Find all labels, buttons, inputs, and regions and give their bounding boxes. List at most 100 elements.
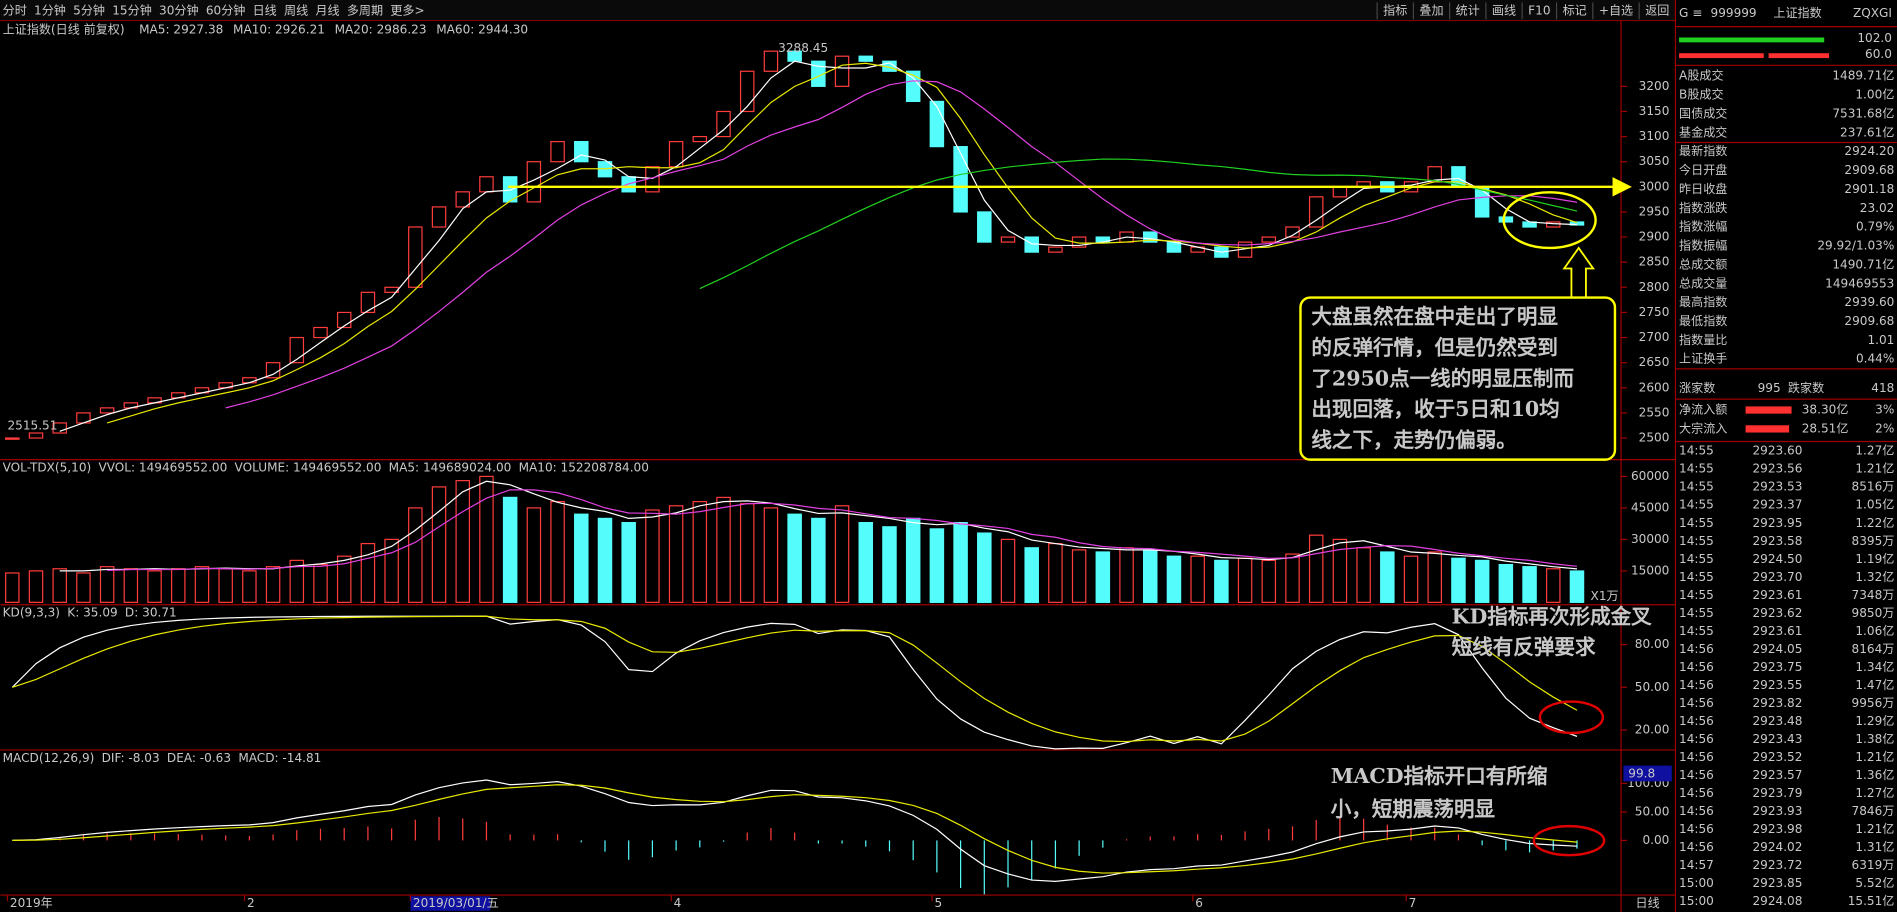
dif-line <box>12 779 1578 883</box>
indicator-info: DIF: -8.03 <box>102 751 160 765</box>
stat-label: 最高指数 <box>1679 294 1727 309</box>
candle <box>455 191 471 208</box>
trade-time: 14:55 <box>1679 444 1714 458</box>
trade-time: 14:56 <box>1679 840 1714 854</box>
period-tab[interactable]: 更多> <box>390 3 424 17</box>
volume-bar <box>52 568 67 603</box>
volume-bar <box>5 572 20 603</box>
period-tab[interactable]: 月线 <box>315 3 339 17</box>
volume-bar <box>1142 549 1158 603</box>
volume-bar <box>28 570 44 603</box>
candle <box>977 211 992 243</box>
toolbar-button[interactable]: +自选 <box>1599 3 1633 17</box>
stat-value: 149469553 <box>1825 276 1894 290</box>
toolbar-button[interactable]: F10 <box>1528 3 1550 17</box>
period-tab[interactable]: 分时 <box>3 3 27 17</box>
trade-price: 2924.05 <box>1752 642 1802 656</box>
indicator-info: VOL-TDX(5,10) <box>3 461 92 475</box>
label: 净流入额 <box>1679 403 1727 417</box>
volume-bar <box>597 517 613 603</box>
period-tab[interactable]: 日线 <box>253 3 277 17</box>
volume-bar <box>313 563 328 603</box>
volume-bar <box>171 568 186 603</box>
ma-line <box>699 158 1578 290</box>
label: 418 <box>1871 381 1894 395</box>
ma-line <box>59 60 1578 432</box>
period-tab[interactable]: 15分钟 <box>112 2 152 17</box>
annotation-text: 了2950点一线的明显压制而 <box>1311 366 1574 390</box>
period-tab[interactable]: 5分钟 <box>73 2 105 17</box>
trade-time: 14:55 <box>1679 534 1714 548</box>
low-label: 2515.51 <box>7 418 57 432</box>
period-tab[interactable]: 周线 <box>284 3 308 17</box>
volume-bar <box>1308 534 1324 603</box>
volume-bar <box>431 486 447 603</box>
ma-label: MA20: 2986.23 <box>335 23 427 37</box>
volume-bar <box>360 542 376 603</box>
volume-bar <box>76 572 91 603</box>
trade-price: 2924.08 <box>1752 894 1802 908</box>
annotation-text: 的反弹行情，但是仍然受到 <box>1311 335 1558 359</box>
period-tab[interactable]: 30分钟 <box>159 2 199 17</box>
volume-bar <box>977 532 992 603</box>
stat-label: 昨日收盘 <box>1679 181 1727 196</box>
trade-time: 14:56 <box>1679 678 1714 692</box>
volume-bar <box>218 568 233 603</box>
toolbar-button[interactable]: 返回 <box>1645 3 1669 17</box>
trade-time: 14:56 <box>1679 786 1714 800</box>
label: 60.0 <box>1865 47 1892 61</box>
volume-bar <box>716 496 731 603</box>
toolbar-button[interactable]: 统计 <box>1456 3 1480 17</box>
stat-value: 1490.71亿 <box>1832 256 1894 271</box>
candle <box>28 432 44 439</box>
candle <box>52 422 67 434</box>
volume-bar <box>1498 563 1514 603</box>
candle <box>739 70 755 113</box>
annotation-text: 短线有反弹要求 <box>1452 635 1596 659</box>
label: 995 <box>1758 381 1781 395</box>
trade-price: 2923.93 <box>1752 804 1802 818</box>
period-tab[interactable]: 1分钟 <box>34 2 66 17</box>
trade-volume: 1.47亿 <box>1855 677 1894 692</box>
volume-ma <box>107 489 1578 572</box>
x-tick-label: 6 <box>1195 896 1203 910</box>
stat-label: A股成交 <box>1679 68 1724 83</box>
candle <box>1285 226 1300 238</box>
candle <box>242 377 257 384</box>
toolbar-button[interactable]: 叠加 <box>1419 3 1443 17</box>
period-tab[interactable]: 60分钟 <box>206 2 246 17</box>
trade-volume: 1.21亿 <box>1855 821 1894 836</box>
trade-volume: 1.34亿 <box>1855 659 1894 674</box>
y-tick-label: 3200 <box>1639 79 1670 93</box>
y-tick-label: 0.00 <box>1642 833 1669 847</box>
label: 2% <box>1875 421 1894 435</box>
stat-label: 指数涨幅 <box>1679 219 1727 234</box>
x-tick-label: 2019/03/01/五 <box>413 896 499 910</box>
label: 涨家数 <box>1679 380 1715 395</box>
toolbar-button[interactable]: 指标 <box>1383 2 1407 17</box>
indicator-info: VVOL: 149469552.00 <box>98 461 227 475</box>
trade-time: 14:55 <box>1679 624 1714 638</box>
stat-value: 1.00亿 <box>1855 87 1894 102</box>
y-tick-label: 80.00 <box>1635 637 1670 651</box>
stat-label: 指数量比 <box>1679 332 1727 347</box>
trade-time: 14:55 <box>1679 570 1714 584</box>
toolbar-button[interactable]: 标记 <box>1563 3 1587 17</box>
volume-bar <box>905 517 921 603</box>
stat-label: 国债成交 <box>1679 105 1727 120</box>
volume-bar <box>194 566 210 603</box>
toolbar-button[interactable]: 画线 <box>1492 3 1516 17</box>
label: 28.51亿 <box>1802 420 1849 435</box>
annotation-text: 大盘虽然在盘中走出了明显 <box>1311 305 1558 329</box>
stat-label: 总成交量 <box>1679 275 1727 290</box>
indicator-info: MACD(12,26,9) <box>3 751 95 765</box>
trade-time: 14:55 <box>1679 498 1714 512</box>
volume-ma <box>59 480 1578 572</box>
trade-price: 2923.61 <box>1752 624 1802 638</box>
candle <box>1000 236 1016 243</box>
candle <box>1261 236 1277 243</box>
trade-volume: 15.51亿 <box>1848 893 1895 908</box>
period-tab[interactable]: 多周期 <box>347 3 383 17</box>
volume-bar <box>1427 551 1442 603</box>
